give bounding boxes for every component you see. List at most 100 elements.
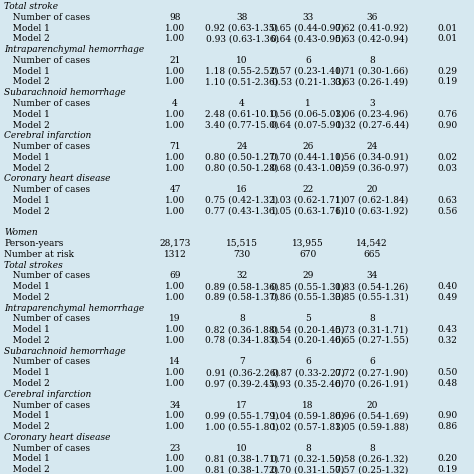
Text: 0.76: 0.76 xyxy=(437,109,457,118)
Text: 0.90: 0.90 xyxy=(437,411,457,420)
Text: 0.85 (0.55-1.31): 0.85 (0.55-1.31) xyxy=(335,293,409,302)
Text: 0.70 (0.44-1.11): 0.70 (0.44-1.11) xyxy=(271,153,345,162)
Text: 0.80 (0.50-1.28): 0.80 (0.50-1.28) xyxy=(205,164,279,173)
Text: 6: 6 xyxy=(305,357,311,366)
Text: 1.00: 1.00 xyxy=(165,455,185,464)
Text: 8: 8 xyxy=(239,314,245,323)
Text: Model 2: Model 2 xyxy=(4,207,50,216)
Text: Model 2: Model 2 xyxy=(4,293,50,302)
Text: 1312: 1312 xyxy=(164,250,186,259)
Text: Number of cases: Number of cases xyxy=(4,401,90,410)
Text: 1.05 (0.63-1.76): 1.05 (0.63-1.76) xyxy=(271,207,345,216)
Text: 10: 10 xyxy=(236,444,248,453)
Text: 0.73 (0.31-1.71): 0.73 (0.31-1.71) xyxy=(336,325,409,334)
Text: 18: 18 xyxy=(302,401,314,410)
Text: 22: 22 xyxy=(302,185,314,194)
Text: 0.50: 0.50 xyxy=(437,368,457,377)
Text: 0.63: 0.63 xyxy=(437,196,457,205)
Text: 8: 8 xyxy=(369,444,375,453)
Text: 0.78 (0.34-1.83): 0.78 (0.34-1.83) xyxy=(205,336,279,345)
Text: 1.00: 1.00 xyxy=(165,34,185,43)
Text: 730: 730 xyxy=(233,250,251,259)
Text: 1.00: 1.00 xyxy=(165,325,185,334)
Text: 0.63 (0.42-0.94): 0.63 (0.42-0.94) xyxy=(336,34,409,43)
Text: Number of cases: Number of cases xyxy=(4,271,90,280)
Text: 1.00: 1.00 xyxy=(165,196,185,205)
Text: 0.58 (0.26-1.32): 0.58 (0.26-1.32) xyxy=(336,455,409,464)
Text: 0.96 (0.54-1.69): 0.96 (0.54-1.69) xyxy=(335,411,409,420)
Text: 0.77 (0.43-1.36): 0.77 (0.43-1.36) xyxy=(205,207,279,216)
Text: 1.10 (0.51-2.36): 1.10 (0.51-2.36) xyxy=(205,77,279,86)
Text: Number of cases: Number of cases xyxy=(4,314,90,323)
Text: 0.57 (0.25-1.32): 0.57 (0.25-1.32) xyxy=(336,465,409,474)
Text: 0.54 (0.20-1.45): 0.54 (0.20-1.45) xyxy=(271,325,345,334)
Text: Model 2: Model 2 xyxy=(4,379,50,388)
Text: Total strokes: Total strokes xyxy=(4,261,63,270)
Text: 38: 38 xyxy=(237,13,248,22)
Text: Total stroke: Total stroke xyxy=(4,2,58,11)
Text: 1.00: 1.00 xyxy=(165,164,185,173)
Text: 0.81 (0.38-1.72): 0.81 (0.38-1.72) xyxy=(205,465,279,474)
Text: Number of cases: Number of cases xyxy=(4,357,90,366)
Text: Model 1: Model 1 xyxy=(4,411,50,420)
Text: 34: 34 xyxy=(169,401,181,410)
Text: 24: 24 xyxy=(237,142,248,151)
Text: 0.62 (0.41-0.92): 0.62 (0.41-0.92) xyxy=(336,24,409,33)
Text: Number of cases: Number of cases xyxy=(4,185,90,194)
Text: 0.93 (0.35-2.46): 0.93 (0.35-2.46) xyxy=(272,379,345,388)
Text: 16: 16 xyxy=(236,185,248,194)
Text: 8: 8 xyxy=(369,56,375,65)
Text: 1.00: 1.00 xyxy=(165,379,185,388)
Text: 7: 7 xyxy=(239,357,245,366)
Text: 0.80 (0.50-1.27): 0.80 (0.50-1.27) xyxy=(205,153,279,162)
Text: Model 2: Model 2 xyxy=(4,336,50,345)
Text: 670: 670 xyxy=(300,250,317,259)
Text: 0.72 (0.27-1.90): 0.72 (0.27-1.90) xyxy=(336,368,409,377)
Text: 0.02: 0.02 xyxy=(437,153,457,162)
Text: 6: 6 xyxy=(305,56,311,65)
Text: Model 1: Model 1 xyxy=(4,109,50,118)
Text: 26: 26 xyxy=(302,142,314,151)
Text: 1.00: 1.00 xyxy=(165,336,185,345)
Text: 0.86 (0.55-1.33): 0.86 (0.55-1.33) xyxy=(271,293,345,302)
Text: 19: 19 xyxy=(169,314,181,323)
Text: 0.19: 0.19 xyxy=(437,465,457,474)
Text: 1.00: 1.00 xyxy=(165,411,185,420)
Text: 0.85 (0.55-1.31): 0.85 (0.55-1.31) xyxy=(271,282,345,291)
Text: 0.91 (0.36-2.26): 0.91 (0.36-2.26) xyxy=(206,368,279,377)
Text: Model 1: Model 1 xyxy=(4,455,50,464)
Text: Model 1: Model 1 xyxy=(4,67,50,76)
Text: 1.07 (0.62-1.84): 1.07 (0.62-1.84) xyxy=(336,196,409,205)
Text: 0.56: 0.56 xyxy=(437,207,457,216)
Text: 1.00: 1.00 xyxy=(165,109,185,118)
Text: Model 2: Model 2 xyxy=(4,465,50,474)
Text: 6: 6 xyxy=(369,357,375,366)
Text: 0.19: 0.19 xyxy=(437,77,457,86)
Text: 0.32: 0.32 xyxy=(437,336,457,345)
Text: 0.81 (0.38-1.71): 0.81 (0.38-1.71) xyxy=(205,455,279,464)
Text: Model 2: Model 2 xyxy=(4,77,50,86)
Text: 1.05 (0.59-1.88): 1.05 (0.59-1.88) xyxy=(335,422,409,431)
Text: 0.93 (0.63-1.36): 0.93 (0.63-1.36) xyxy=(206,34,279,43)
Text: 14: 14 xyxy=(169,357,181,366)
Text: 0.71 (0.32-1.59): 0.71 (0.32-1.59) xyxy=(272,455,345,464)
Text: 0.83 (0.54-1.26): 0.83 (0.54-1.26) xyxy=(336,282,409,291)
Text: 0.65 (0.27-1.55): 0.65 (0.27-1.55) xyxy=(335,336,409,345)
Text: 1: 1 xyxy=(305,99,311,108)
Text: 1.00: 1.00 xyxy=(165,422,185,431)
Text: 21: 21 xyxy=(169,56,181,65)
Text: 0.43: 0.43 xyxy=(437,325,457,334)
Text: 1.03 (0.62-1.71): 1.03 (0.62-1.71) xyxy=(272,196,345,205)
Text: 3.40 (0.77-15.0): 3.40 (0.77-15.0) xyxy=(205,120,279,129)
Text: 1.00 (0.55-1.80): 1.00 (0.55-1.80) xyxy=(205,422,279,431)
Text: 29: 29 xyxy=(302,271,314,280)
Text: 0.87 (0.33-2.27): 0.87 (0.33-2.27) xyxy=(272,368,345,377)
Text: 0.01: 0.01 xyxy=(437,24,457,33)
Text: 2.48 (0.61-10.1): 2.48 (0.61-10.1) xyxy=(205,109,279,118)
Text: 8: 8 xyxy=(305,444,311,453)
Text: 1.10 (0.63-1.92): 1.10 (0.63-1.92) xyxy=(336,207,409,216)
Text: 0.92 (0.63-1.35): 0.92 (0.63-1.35) xyxy=(205,24,279,33)
Text: 23: 23 xyxy=(169,444,181,453)
Text: Number of cases: Number of cases xyxy=(4,142,90,151)
Text: 1.00: 1.00 xyxy=(165,153,185,162)
